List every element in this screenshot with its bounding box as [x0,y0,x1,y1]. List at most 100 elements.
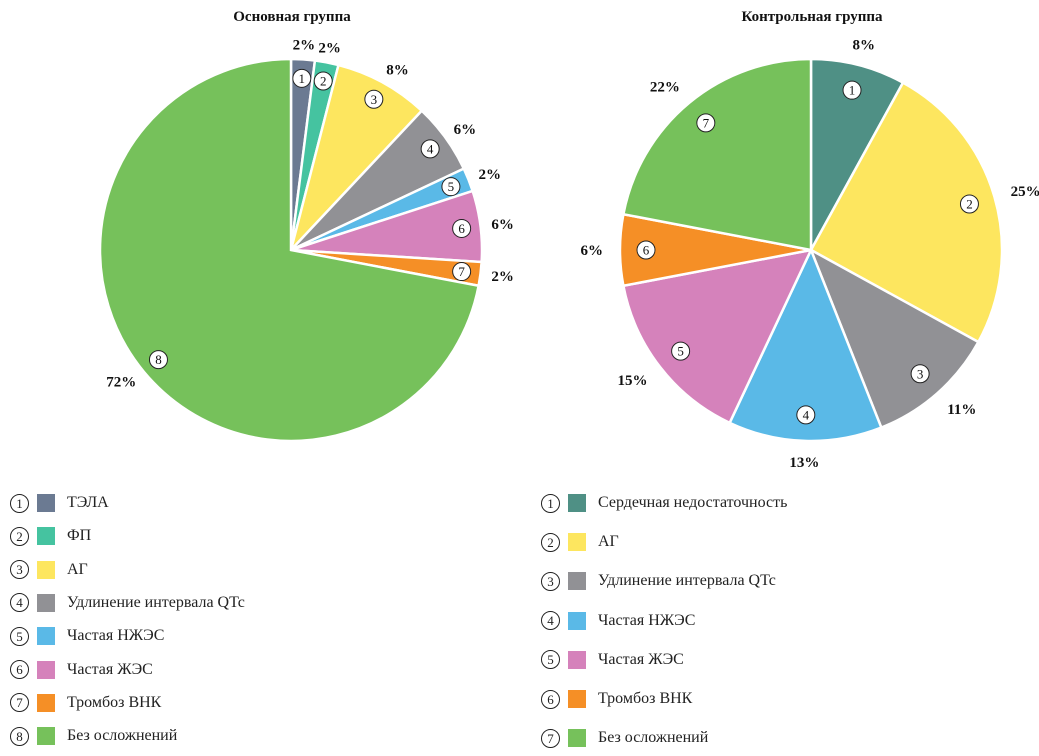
slice-number-main-8: 8 [155,352,162,367]
legend-number: 5 [10,626,29,646]
legend-item-main-2: 2 ФП [10,525,91,547]
legend-label: Частая ЖЭС [598,650,684,668]
slice-number-marker-main-2 [313,71,333,91]
legend-swatch [568,572,586,591]
pie-slice-control-3 [808,247,981,430]
slice-number-marker-control-1 [842,80,862,100]
legend-label: Без осложнений [598,729,709,747]
slice-number-main-7: 7 [458,264,465,279]
slice-number-main-6: 6 [458,221,465,236]
legend-item-main-4: 4 Удлинение интервала QTc [10,592,245,614]
slice-percent-label-main-2: 2% [318,41,341,57]
slice-number-marker-control-4 [796,405,816,425]
legend-label: АГ [67,560,88,578]
legend-item-main-1: 1 ТЭЛА [10,492,109,514]
slice-percent-label-control-4: 13% [789,455,819,470]
slice-number-control-1: 1 [849,83,856,98]
slice-number-marker-main-8 [148,350,168,370]
legend-label: Без осложнений [67,727,178,745]
slice-number-marker-control-2 [959,194,979,214]
legend-label: Удлинение интервала QTc [67,593,245,611]
slice-percent-label-control-1: 8% [852,38,875,54]
legend-number: 6 [10,660,29,679]
legend-item-control-4: 4 Частая НЖЭС [541,610,695,632]
legend-item-main-3: 3 АГ [10,559,88,581]
slice-percent-label-control-2: 25% [1011,184,1039,200]
slice-number-marker-main-1 [292,68,312,88]
legend-number: 7 [10,693,29,713]
legend-swatch [37,593,55,612]
legend-number: 7 [541,728,560,748]
slice-number-marker-main-7 [452,262,472,282]
slice-number-marker-control-5 [671,341,691,361]
slice-percent-label-main-3: 8% [386,62,409,78]
slice-percent-label-control-6: 6% [581,243,604,259]
pie-slice-control-1 [809,57,905,251]
legend-number: 3 [541,571,560,591]
slice-number-control-5: 5 [677,344,684,359]
slice-number-control-2: 2 [966,196,973,211]
legend-item-main-7: 7 Тромбоз ВНК [10,692,161,714]
slice-percent-label-control-5: 15% [617,373,647,389]
slice-number-main-1: 1 [299,71,306,86]
slice-number-marker-control-7 [696,113,716,133]
chart-title-main: Основная группа [233,9,351,25]
legend-label: Сердечная недостаточность [598,494,788,511]
pie-slice-control-4 [728,246,883,443]
slice-number-main-2: 2 [320,74,327,89]
slice-percent-label-control-3: 11% [947,402,976,418]
pie-slice-main-8 [98,57,481,443]
pie-slice-control-2 [809,80,1004,344]
legend-swatch [568,650,586,669]
slice-number-main-3: 3 [371,92,378,107]
legend-label: ФП [67,527,92,545]
pie-slice-control-5 [621,248,814,425]
legend-item-control-5: 5 Частая ЖЭС [541,649,684,671]
slice-number-main-4: 4 [427,141,434,156]
legend-label: ТЭЛА [67,494,109,511]
legend-label: АГ [598,533,619,551]
slice-number-control-3: 3 [917,366,924,381]
pie-slice-control-7 [621,57,813,252]
legend-number: 4 [10,593,29,613]
legend-item-control-7: 7 Без осложнений [541,727,708,749]
legend-swatch [37,727,55,746]
slice-number-control-7: 7 [703,115,710,130]
pie-control-group: 1 8% 2 25% 3 11% 4 13% 5 15% 6 6% 7 22% [581,38,1039,470]
legend-item-control-6: 6 Тромбоз ВНК [541,688,692,710]
slice-number-marker-control-6 [636,240,656,260]
pie-slice-main-3 [289,63,424,251]
slice-percent-label-main-5: 2% [479,167,502,183]
legend-swatch [568,611,586,630]
legend-swatch [37,627,55,646]
legend-swatch [37,494,55,512]
slice-number-marker-control-3 [910,364,930,384]
slice-percent-label-main-7: 2% [491,269,514,285]
legend-label: Частая НЖЭС [598,611,696,629]
legend-swatch [37,693,55,712]
legend-swatch [37,527,55,546]
chart-title-control: Контрольная группа [741,9,883,25]
legend-label: Удлинение интервала QTc [598,572,776,590]
slice-percent-label-main-4: 6% [454,122,477,138]
legend-label: Тромбоз ВНК [67,693,162,711]
legend-number: 4 [541,611,560,631]
legend-label: Частая НЖЭС [67,627,165,645]
slice-number-main-5: 5 [448,179,455,194]
legend-item-main-5: 5 Частая НЖЭС [10,625,164,647]
legend-swatch [568,729,586,748]
slice-number-marker-main-5 [441,177,461,197]
legend-number: 1 [541,493,560,513]
pie-main-group: 12%22%38%46%52%6 6%7 2%872% [98,37,514,443]
legend-number: 3 [10,560,29,580]
slice-percent-label-main-1: 2% [293,37,316,53]
legend-number: 2 [541,532,560,552]
slice-number-control-6: 6 [643,243,650,258]
legend-number: 1 [10,493,29,513]
slice-number-control-4: 4 [803,407,810,422]
slice-number-marker-main-3 [364,89,384,109]
slice-number-marker-main-4 [420,139,440,159]
pie-charts: Основная группа Контрольная группа 1 2% 2 2… [98,9,1039,470]
slice-percent-label-main-6: 6% [491,217,514,233]
legend-number: 6 [541,689,560,709]
